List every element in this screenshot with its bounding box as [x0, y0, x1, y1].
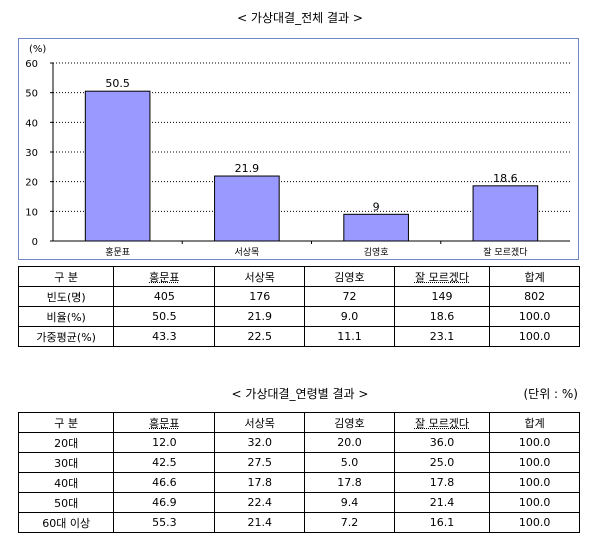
- header-cell: 잘 모르겠다: [393, 412, 491, 433]
- table-cell: 40대: [17, 472, 115, 493]
- table-cell: 17.8: [304, 472, 395, 493]
- table-row: 빈도(명) 405 176 72 149 802: [17, 286, 580, 307]
- table-cell: 149: [393, 286, 491, 307]
- table-cell: 27.5: [214, 452, 306, 473]
- table-row: 50대 46.9 22.4 9.4 21.4 100.0: [17, 492, 580, 513]
- table-cell: 7.2: [304, 512, 395, 533]
- header-cell: 김영호: [304, 412, 395, 433]
- table-cell: 55.3: [113, 512, 216, 533]
- table-cell: 100.0: [489, 492, 580, 513]
- table-cell: 100.0: [489, 512, 580, 533]
- overall-results-table: 구 분 홍문표 서상목 김영호 잘 모르겠다 합계 빈도(명) 405 176 72 149 802 비…: [17, 266, 580, 347]
- table-cell: 빈도(명): [17, 286, 115, 307]
- table-cell: 802: [489, 286, 580, 307]
- table-cell: 23.1: [393, 326, 491, 347]
- table-cell: 100.0: [489, 326, 580, 347]
- header-cell: 합계: [489, 266, 580, 287]
- chart-title: < 가상대결_전체 결과 >: [237, 11, 363, 25]
- table-cell: 42.5: [113, 452, 216, 473]
- table-cell: 176: [214, 286, 306, 307]
- table-row: 가중평균(%) 43.3 22.5 11.1 23.1 100.0: [17, 326, 580, 347]
- section-title: < 가상대결_연령별 결과 >: [231, 387, 369, 401]
- x-tick-label: 홍문표: [105, 246, 130, 258]
- table-cell: 50.5: [113, 306, 216, 327]
- table-cell: 가중평균(%): [17, 326, 115, 347]
- y-tick-label: 50: [25, 89, 38, 100]
- y-tick-label: 40: [25, 118, 38, 129]
- table-cell: 36.0: [393, 432, 491, 453]
- table-cell: 100.0: [489, 472, 580, 493]
- table-cell: 46.6: [113, 472, 216, 493]
- table-cell: 100.0: [489, 452, 580, 473]
- table-cell: 9.4: [304, 492, 395, 513]
- bar-3: [343, 213, 409, 242]
- bar-4: [472, 185, 539, 242]
- table-cell: 12.0: [113, 432, 216, 453]
- table-cell: 405: [113, 286, 216, 307]
- data-label: 50.5: [105, 77, 130, 90]
- table-cell: 72: [304, 286, 395, 307]
- table-row: 40대 46.6 17.8 17.8 17.8 100.0: [17, 472, 580, 493]
- table-cell: 20.0: [304, 432, 395, 453]
- table-row: 30대 42.5 27.5 5.0 25.0 100.0: [17, 452, 580, 473]
- x-tick-label: 서상목: [234, 247, 259, 258]
- x-tick-label: 김영호: [364, 246, 389, 258]
- bar-2: [214, 175, 280, 242]
- table-row: 60대 이상 55.3 21.4 7.2 16.1 100.0: [17, 512, 580, 533]
- table-header-row: 구 분 홍문표 서상목 김영호 잘 모르겠다 합계: [17, 412, 580, 433]
- table-cell: 43.3: [113, 326, 216, 347]
- y-tick-label: 60: [25, 59, 38, 70]
- bar-chart: (%) 0 10 20 30 40 50 60 50.5 홍문표 21.9 서상목 9 김영호 18.6 잘 …: [25, 44, 570, 258]
- table-cell: 22.4: [214, 492, 306, 513]
- table-cell: 21.9: [214, 306, 306, 327]
- table-cell: 100.0: [489, 432, 580, 453]
- table-cell: 46.9: [113, 492, 216, 513]
- table-row: 20대 12.0 32.0 20.0 36.0 100.0: [17, 432, 580, 453]
- y-axis-label: (%): [29, 44, 46, 55]
- table-cell: 20대: [17, 432, 115, 453]
- header-cell: 합계: [489, 412, 580, 433]
- table-cell: 100.0: [489, 306, 580, 327]
- y-tick-label: 0: [32, 237, 38, 248]
- unit-label: (단위 : %): [523, 387, 578, 401]
- y-tick-label: 20: [25, 178, 38, 189]
- table-header-row: 구 분 홍문표 서상목 김영호 잘 모르겠다 합계: [17, 266, 580, 287]
- table-cell: 18.6: [393, 306, 491, 327]
- table-cell: 17.8: [214, 472, 306, 493]
- header-cell: 서상목: [214, 266, 306, 287]
- header-cell: 홍문표: [113, 412, 216, 433]
- table-row: 비율(%) 50.5 21.9 9.0 18.6 100.0: [17, 306, 580, 327]
- header-cell: 서상목: [214, 412, 306, 433]
- table-cell: 21.4: [214, 512, 306, 533]
- table-cell: 11.1: [304, 326, 395, 347]
- table-cell: 비율(%): [17, 306, 115, 327]
- table-cell: 32.0: [214, 432, 306, 453]
- table-cell: 17.8: [393, 472, 491, 493]
- x-tick-label: 잘 모르겠다: [483, 246, 528, 258]
- table-cell: 16.1: [393, 512, 491, 533]
- bar-1: [84, 90, 151, 242]
- y-tick-label: 30: [25, 148, 38, 159]
- table-cell: 50대: [17, 492, 115, 513]
- table-cell: 30대: [17, 452, 115, 473]
- header-cell: 홍문표: [113, 266, 216, 287]
- table-cell: 60대 이상: [17, 512, 115, 533]
- y-tick-label: 10: [25, 207, 38, 218]
- table-cell: 21.4: [393, 492, 491, 513]
- age-results-table: 구 분 홍문표 서상목 김영호 잘 모르겠다 합계 20대 12.0 32.0 20.0 36.0 1…: [17, 412, 580, 533]
- data-label: 21.9: [235, 162, 260, 175]
- table-cell: 25.0: [393, 452, 491, 473]
- table-cell: 9.0: [304, 306, 395, 327]
- header-cell: 구 분: [17, 266, 115, 287]
- table-cell: 5.0: [304, 452, 395, 473]
- data-label: 9: [373, 200, 380, 213]
- chart-frame: (%) 0 10 20 30 40 50 60 50.5 홍문표 21.9 서상목 9 김영호 18.6 잘 …: [18, 38, 579, 260]
- header-cell: 구 분: [17, 412, 115, 433]
- data-label: 18.6: [493, 172, 518, 185]
- header-cell: 김영호: [304, 266, 395, 287]
- header-cell: 잘 모르겠다: [393, 266, 491, 287]
- table-cell: 22.5: [214, 326, 306, 347]
